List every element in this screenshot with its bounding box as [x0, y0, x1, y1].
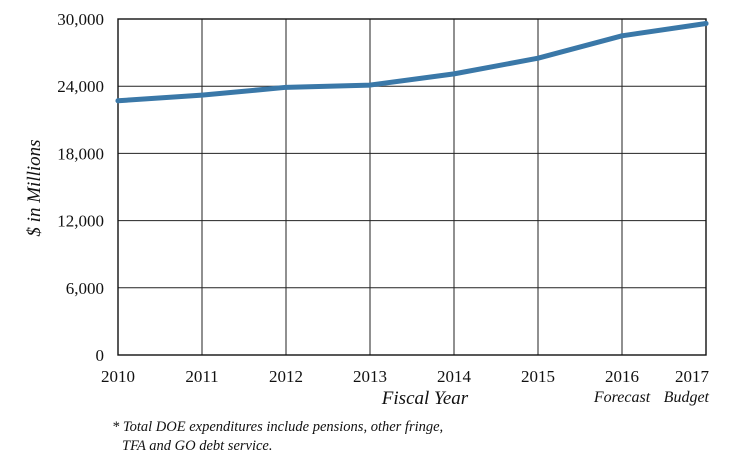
series-group — [115, 20, 709, 104]
y-axis-title: $ in Millions — [24, 139, 45, 236]
y-tick-label: 18,000 — [57, 144, 104, 163]
y-tick-label: 6,000 — [66, 279, 104, 298]
y-tick-label: 24,000 — [57, 77, 104, 96]
footnote: * Total DOE expenditures include pension… — [112, 418, 572, 456]
series-line — [115, 20, 709, 104]
data-point — [367, 82, 373, 88]
y-tick-labels: 0 6,000 12,000 18,000 24,000 30,000 — [57, 10, 104, 365]
x-tick-sublabel: Forecast — [593, 389, 651, 406]
x-tick-sublabel: Budget — [664, 389, 710, 406]
grid-lines — [117, 18, 707, 356]
y-tick-label: 30,000 — [57, 10, 104, 29]
x-tick-label: 2014 — [437, 367, 472, 386]
data-point — [115, 98, 121, 104]
x-axis-title: Fiscal Year — [381, 388, 469, 409]
x-tick-label: 2010 — [101, 367, 135, 386]
x-tick-label: 2017 — [675, 367, 710, 386]
x-tick-label: 2015 — [521, 367, 555, 386]
data-point — [619, 33, 625, 39]
y-tick-label: 12,000 — [57, 212, 104, 231]
plot-frame — [117, 18, 707, 356]
footnote-line-2: TFA and GO debt service. — [122, 438, 273, 454]
x-tick-label: 2011 — [185, 367, 218, 386]
data-point — [535, 55, 541, 61]
x-tick-label: 2016 — [605, 367, 639, 386]
y-tick-label: 0 — [96, 346, 105, 365]
footnote-line-1: * Total DOE expenditures include pension… — [112, 419, 444, 435]
data-point — [199, 92, 205, 98]
x-tick-label: 2012 — [269, 367, 303, 386]
data-point — [283, 84, 289, 90]
x-tick-labels: 2010 2011 2012 2013 2014 2015 2016 Forecast 2017… — [101, 367, 710, 406]
data-point — [703, 20, 709, 26]
data-point — [451, 71, 457, 77]
x-tick-label: 2013 — [353, 367, 387, 386]
plot-border — [117, 18, 707, 356]
